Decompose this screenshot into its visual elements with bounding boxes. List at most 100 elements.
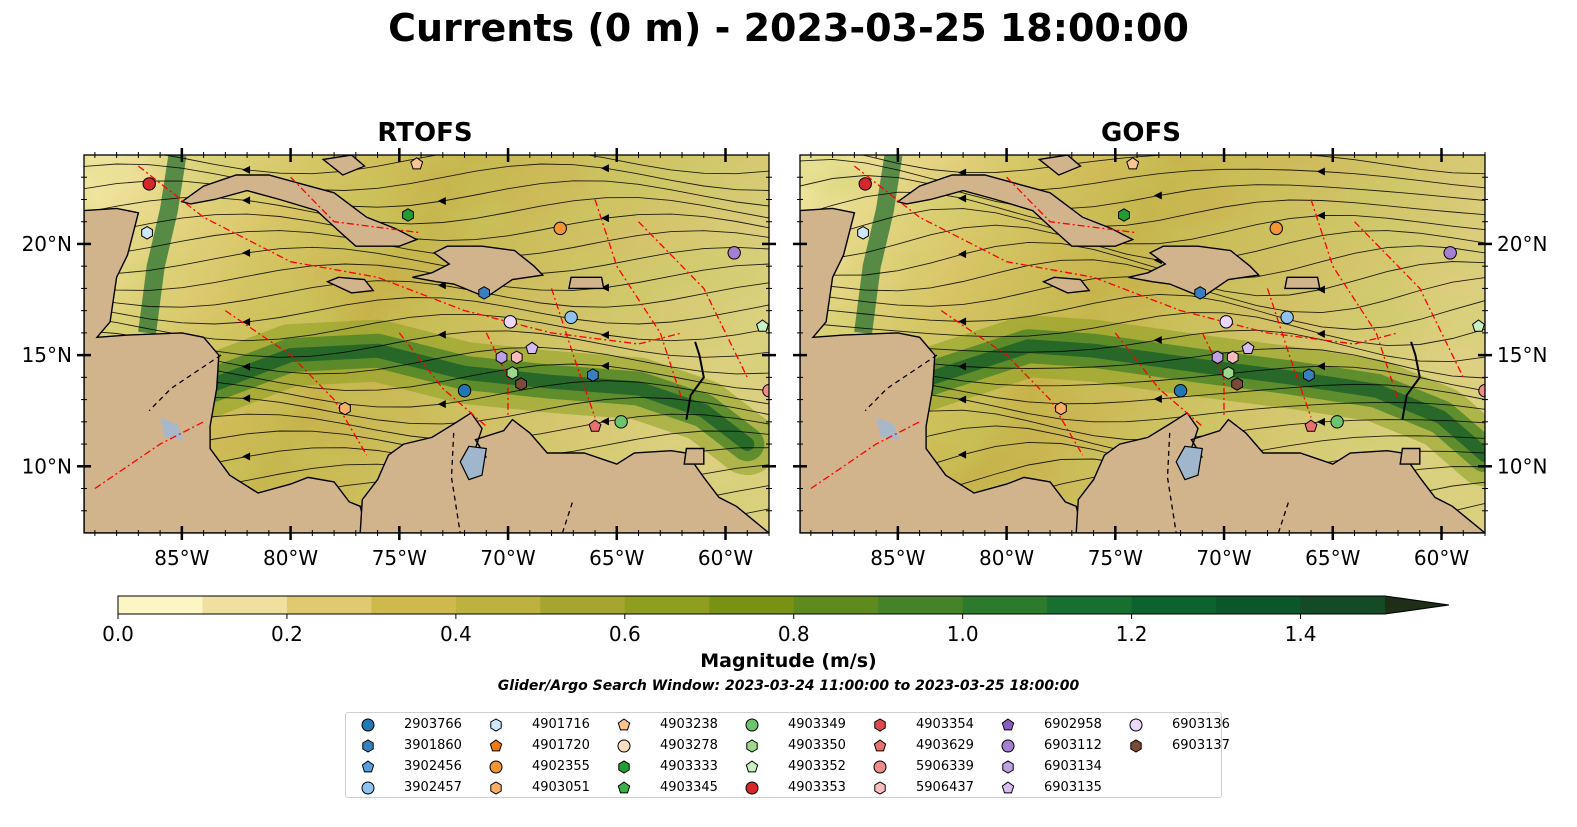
float-marker-6903134 (495, 350, 508, 365)
float-marker-6903135 (525, 341, 539, 354)
legend-label: 3902457 (404, 780, 462, 795)
float-marker-3901860 (1194, 286, 1206, 300)
colorbar-bin-14 (1300, 596, 1386, 614)
legend-marker-icon (1001, 739, 1015, 753)
float-marker-4902355 (553, 221, 567, 236)
lon-label-0: 85°W (870, 546, 925, 570)
legend-label: 6902958 (1044, 717, 1102, 732)
float-marker-4903333 (1118, 208, 1130, 222)
float-marker-5906437 (510, 350, 523, 365)
float-marker-4903051 (1055, 401, 1067, 416)
colorbar-tick-2: 0.4 (440, 622, 472, 646)
legend-label: 3902456 (404, 759, 462, 774)
legend-marker-icon (489, 739, 503, 752)
float-marker-4903629 (588, 419, 602, 432)
lon-label-2: 75°W (1088, 546, 1143, 570)
float-marker-3902457 (564, 310, 578, 325)
legend-label: 4903352 (788, 759, 846, 774)
lat-label-1: 15°N (1497, 343, 1547, 367)
legend-marker-icon (745, 718, 759, 732)
float-marker-4903349 (614, 415, 628, 429)
float-marker-6903136 (503, 315, 517, 329)
float-marker-4903352 (1472, 319, 1485, 332)
float-marker-3901860 (1303, 368, 1315, 382)
panel-title-rtofs: RTOFS (377, 118, 473, 148)
panel-title-gofs: GOFS (1101, 118, 1181, 148)
lon-label-2: 75°W (372, 546, 427, 570)
legend-label: 4901720 (532, 738, 590, 753)
lon-label-1: 80°W (979, 546, 1034, 570)
float-legend: 2903766 3901860 3902456 3902457 4901716 49017… (345, 712, 1230, 798)
legend-label: 4903345 (660, 780, 718, 795)
float-marker-6903136 (1219, 315, 1233, 329)
lon-label-1: 80°W (263, 546, 318, 570)
lon-label-5: 60°W (1414, 546, 1469, 570)
lon-label-4: 65°W (1305, 546, 1360, 570)
legend-label: 6903134 (1044, 759, 1102, 774)
float-marker-4901716 (857, 226, 869, 240)
legend-marker-icon (361, 760, 375, 773)
lon-label-4: 65°W (589, 546, 644, 570)
colorbar-bin-10 (962, 596, 1048, 614)
legend-marker-icon (617, 718, 631, 731)
float-marker-3902457 (1280, 310, 1294, 325)
legend-label: 4903353 (788, 780, 846, 795)
float-marker-2903766 (1173, 383, 1188, 398)
colorbar-bin-7 (709, 596, 795, 614)
legend-marker-icon (746, 739, 758, 753)
legend-label: 6903137 (1172, 738, 1230, 753)
legend-marker-icon (617, 781, 631, 794)
legend-marker-icon (361, 781, 375, 795)
colorbar-bin-12 (1131, 596, 1217, 614)
lon-label-5: 60°W (698, 546, 753, 570)
legend-label: 4903350 (788, 738, 846, 753)
colorbar-bin-2 (286, 596, 372, 614)
legend-label: 4903333 (660, 759, 718, 774)
lat-label-0: 20°N (22, 232, 72, 256)
float-marker-4903350 (506, 366, 519, 380)
float-marker-4903238 (410, 157, 424, 170)
legend-marker-icon (1002, 760, 1014, 774)
colorbar-bin-11 (1047, 596, 1133, 614)
legend-marker-icon (745, 781, 759, 795)
legend-marker-icon (873, 739, 887, 752)
lat-label-2: 10°N (22, 454, 72, 478)
legend-label: 4901716 (532, 717, 590, 732)
lat-label-2: 10°N (1497, 454, 1547, 478)
legend-label: 4903349 (788, 717, 846, 732)
legend-label: 4903278 (660, 738, 718, 753)
float-marker-3901860 (587, 368, 599, 382)
colorbar-bin-13 (1216, 596, 1302, 614)
legend-label: 3901860 (404, 738, 462, 753)
colorbar-label: Magnitude (m/s) (700, 650, 877, 672)
lat-label-0: 20°N (1497, 232, 1547, 256)
legend-label: 2903766 (404, 717, 462, 732)
lon-label-3: 70°W (480, 546, 535, 570)
float-marker-4903352 (756, 319, 769, 332)
legend-marker-icon (490, 718, 502, 732)
colorbar-bin-5 (540, 596, 626, 614)
lon-label-0: 85°W (154, 546, 209, 570)
float-marker-3901860 (478, 286, 490, 300)
legend-marker-icon (490, 781, 502, 795)
colorbar-bin-4 (455, 596, 541, 614)
colorbar-tick-4: 0.8 (778, 622, 810, 646)
map-panel-gofs: 20°N 15°N 10°N 85°W 80°W 75°W 70°W 65°W 60°W (793, 148, 1547, 570)
float-marker-4903350 (1222, 366, 1235, 380)
legend-marker-icon (745, 760, 759, 773)
float-marker-4903629 (1304, 419, 1318, 432)
legend-marker-icon (361, 718, 375, 732)
float-marker-6903137 (515, 377, 527, 391)
float-marker-5906339 (1478, 383, 1485, 398)
legend-marker-icon (1001, 781, 1015, 794)
legend-marker-icon (874, 781, 886, 795)
colorbar: 0.0 0.2 0.4 0.6 0.8 1.0 1.2 1.4 (102, 595, 1450, 646)
colorbar-tick-7: 1.4 (1285, 622, 1317, 646)
legend-label: 4902355 (532, 759, 590, 774)
map-panel-rtofs: 20°N 15°N 10°N 85°W 80°W 75°W 70°W 65°W 60°W (22, 148, 776, 570)
colorbar-bin-0 (118, 596, 203, 614)
float-marker-6903112 (1443, 246, 1457, 260)
colorbar-bin-6 (624, 596, 710, 614)
legend-marker-icon (362, 739, 374, 753)
